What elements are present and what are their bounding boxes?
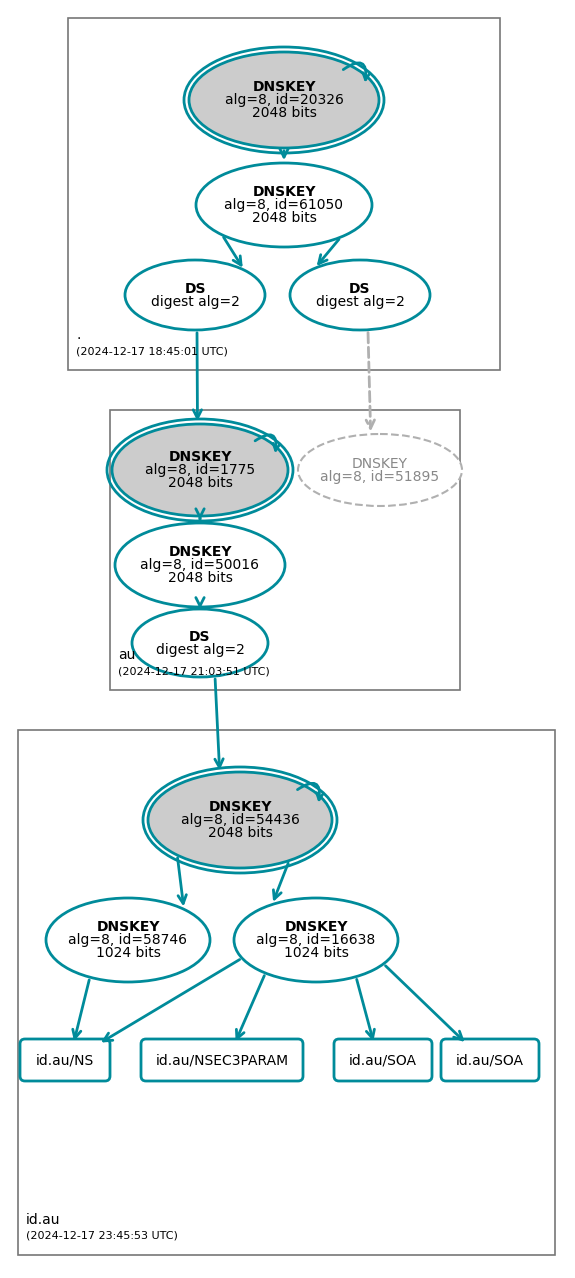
FancyArrowPatch shape <box>196 509 204 519</box>
Text: id.au/SOA: id.au/SOA <box>349 1053 417 1067</box>
Text: id.au/NS: id.au/NS <box>36 1053 94 1067</box>
FancyArrowPatch shape <box>224 238 241 265</box>
Ellipse shape <box>115 523 285 607</box>
FancyArrowPatch shape <box>215 679 223 767</box>
FancyArrowPatch shape <box>104 960 240 1042</box>
Ellipse shape <box>132 610 268 677</box>
FancyArrowPatch shape <box>273 863 288 898</box>
Text: 2048 bits: 2048 bits <box>252 211 316 225</box>
FancyBboxPatch shape <box>141 1039 303 1081</box>
Ellipse shape <box>298 435 462 506</box>
FancyArrowPatch shape <box>193 332 202 418</box>
FancyArrowPatch shape <box>385 966 462 1040</box>
FancyBboxPatch shape <box>441 1039 539 1081</box>
Text: id.au/NSEC3PARAM: id.au/NSEC3PARAM <box>155 1053 289 1067</box>
Text: id.au/SOA: id.au/SOA <box>456 1053 524 1067</box>
FancyBboxPatch shape <box>334 1039 432 1081</box>
FancyArrowPatch shape <box>366 332 374 428</box>
FancyArrowPatch shape <box>255 435 280 450</box>
Text: DS: DS <box>189 630 211 644</box>
Text: 2048 bits: 2048 bits <box>208 826 273 840</box>
FancyBboxPatch shape <box>20 1039 110 1081</box>
Ellipse shape <box>46 898 210 982</box>
Ellipse shape <box>148 772 332 868</box>
Text: alg=8, id=50016: alg=8, id=50016 <box>140 558 259 573</box>
Ellipse shape <box>196 164 372 247</box>
Text: id.au: id.au <box>26 1213 60 1227</box>
Text: 2048 bits: 2048 bits <box>252 106 316 120</box>
Ellipse shape <box>125 259 265 330</box>
FancyArrowPatch shape <box>236 975 264 1039</box>
Bar <box>68 18 500 371</box>
Text: DS: DS <box>184 281 206 295</box>
Bar <box>18 730 555 1255</box>
Text: (2024-12-17 23:45:53 UTC): (2024-12-17 23:45:53 UTC) <box>26 1231 178 1241</box>
Text: alg=8, id=20326: alg=8, id=20326 <box>225 93 343 107</box>
FancyArrowPatch shape <box>73 980 89 1038</box>
Text: DNSKEY: DNSKEY <box>252 185 316 199</box>
Text: au: au <box>118 648 135 662</box>
Text: 1024 bits: 1024 bits <box>95 946 160 960</box>
Ellipse shape <box>290 259 430 330</box>
FancyArrowPatch shape <box>319 239 339 263</box>
FancyArrowPatch shape <box>343 63 370 79</box>
Text: alg=8, id=58746: alg=8, id=58746 <box>68 933 187 947</box>
Text: alg=8, id=61050: alg=8, id=61050 <box>224 198 343 212</box>
Text: 2048 bits: 2048 bits <box>167 475 232 489</box>
FancyArrowPatch shape <box>196 598 204 607</box>
Text: DNSKEY: DNSKEY <box>168 544 232 558</box>
Text: digest alg=2: digest alg=2 <box>316 294 404 308</box>
Text: DNSKEY: DNSKEY <box>352 456 408 470</box>
Text: alg=8, id=54436: alg=8, id=54436 <box>181 813 300 827</box>
FancyArrowPatch shape <box>178 858 186 904</box>
Bar <box>110 410 460 690</box>
Ellipse shape <box>234 898 398 982</box>
Text: DS: DS <box>349 281 371 295</box>
Text: alg=8, id=1775: alg=8, id=1775 <box>145 463 255 477</box>
FancyArrowPatch shape <box>280 148 288 157</box>
Text: DNSKEY: DNSKEY <box>96 920 160 934</box>
Text: alg=8, id=51895: alg=8, id=51895 <box>320 469 439 483</box>
FancyArrowPatch shape <box>356 979 374 1038</box>
Text: (2024-12-17 21:03:51 UTC): (2024-12-17 21:03:51 UTC) <box>118 666 270 676</box>
Text: alg=8, id=16638: alg=8, id=16638 <box>256 933 375 947</box>
Text: 1024 bits: 1024 bits <box>283 946 348 960</box>
Text: DNSKEY: DNSKEY <box>252 81 316 95</box>
Text: (2024-12-17 18:45:01 UTC): (2024-12-17 18:45:01 UTC) <box>76 346 228 357</box>
Ellipse shape <box>189 52 379 148</box>
Text: .: . <box>76 328 81 343</box>
Text: 2048 bits: 2048 bits <box>167 571 232 585</box>
FancyArrowPatch shape <box>297 783 323 800</box>
Text: DNSKEY: DNSKEY <box>208 800 272 814</box>
Text: DNSKEY: DNSKEY <box>284 920 348 934</box>
Ellipse shape <box>112 424 288 516</box>
Text: DNSKEY: DNSKEY <box>168 450 232 464</box>
Text: digest alg=2: digest alg=2 <box>156 643 244 657</box>
Text: digest alg=2: digest alg=2 <box>151 294 239 308</box>
